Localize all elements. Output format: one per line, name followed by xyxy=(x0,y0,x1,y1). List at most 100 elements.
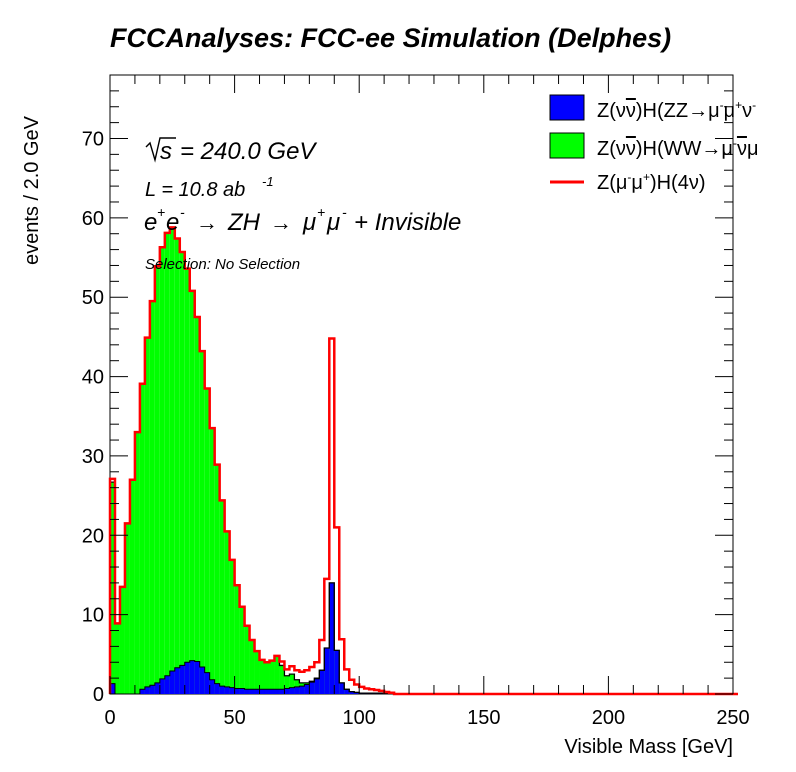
ww-bin-bar xyxy=(254,651,260,694)
process-mu2: μ xyxy=(326,209,340,236)
ww-bin-bar xyxy=(149,301,155,694)
zz-bin-bar xyxy=(289,687,295,694)
zz-bin-bar xyxy=(149,685,155,694)
ww-bin-bar xyxy=(244,625,250,694)
zz-bin-bar xyxy=(110,683,115,694)
ww-bin-bar xyxy=(144,337,150,694)
zz-bin-bar xyxy=(264,689,270,694)
y-tick-label: 30 xyxy=(82,446,104,468)
zz-bin-bar xyxy=(239,688,245,694)
y-tick-label: 50 xyxy=(82,287,104,309)
process-mu1-sup: + xyxy=(317,204,325,220)
histogram-layer xyxy=(108,226,738,696)
chart-title: FCCAnalyses: FCC-ee Simulation (Delphes) xyxy=(110,23,671,53)
process-annotation: e + e - → ZH → μ + μ - + Invisible xyxy=(144,204,461,236)
zz-bin-bar xyxy=(139,689,145,694)
ww-bin-bar xyxy=(234,585,240,694)
luminosity-text: L = 10.8 ab xyxy=(145,179,245,201)
process-zh: ZH xyxy=(227,209,261,236)
sqrt-s-annotation: s = 240.0 GeV xyxy=(145,137,317,165)
ww-bin-bar xyxy=(119,586,125,694)
process-e1-sup: + xyxy=(157,204,165,220)
ww-bin-bar xyxy=(154,266,160,694)
legend-entry-zmumu: Z(μ-μ+)H(4ν) xyxy=(550,170,706,194)
ww-bin-bar xyxy=(139,383,145,694)
zz-bin-bar xyxy=(194,661,200,694)
zz-bin-bar xyxy=(339,682,345,694)
zz-bin-bar xyxy=(214,683,220,694)
axes-layer: 0 50 100 150 200 250 0 10 20 30 40 50 60 70 xyxy=(82,74,750,729)
zz-bin-bar xyxy=(209,679,215,694)
y-tick-label: 10 xyxy=(82,605,104,627)
zz-bin-bar xyxy=(199,667,205,694)
sqrt-s-value: = 240.0 GeV xyxy=(180,138,317,165)
ww-bin-bar xyxy=(159,247,165,694)
y-tick-label: 40 xyxy=(82,367,104,389)
x-tick-label: 200 xyxy=(592,707,625,729)
ww-bin-bar xyxy=(284,675,290,694)
process-arrow-1: → xyxy=(196,210,218,235)
zz-bin-bar xyxy=(244,689,250,694)
process-e2: e xyxy=(166,209,179,236)
legend-swatch-zz xyxy=(549,94,585,121)
process-arrow-2: → xyxy=(270,210,292,235)
ww-bin-bar xyxy=(224,531,230,694)
ww-bin-bar xyxy=(269,660,275,694)
y-tick-label: 20 xyxy=(82,525,104,547)
y-tick-label: 60 xyxy=(82,208,104,230)
legend-swatch-ww xyxy=(549,132,585,159)
legend-label-zz: Z(νν)H(ZZ→μ-μ+ν- xyxy=(597,98,756,122)
x-tick-label: 250 xyxy=(716,707,749,729)
zz-bin-bar xyxy=(324,647,330,694)
zz-bin-bar xyxy=(354,692,360,694)
x-tick-label: 100 xyxy=(343,707,376,729)
selection-annotation: Selection: No Selection xyxy=(145,256,300,273)
ww-bin-bar xyxy=(189,290,195,694)
x-axis-label: Visible Mass [GeV] xyxy=(564,736,733,758)
ww-bin-bar xyxy=(110,482,115,694)
process-mu2-sup: - xyxy=(342,204,347,220)
ww-bin-bar xyxy=(179,251,185,694)
zz-bin-bar xyxy=(279,689,285,694)
zz-bin-bar xyxy=(349,691,355,694)
legend: Z(νν)H(ZZ→μ-μ+ν- Z(νν)H(WW→μ-νμ Z(μ-μ+)H… xyxy=(549,94,758,194)
zz-bin-bar xyxy=(319,670,325,694)
ww-bin-bar xyxy=(279,665,285,694)
zz-bin-bar xyxy=(304,684,310,694)
zz-bin-bar xyxy=(254,689,260,694)
ww-bin-bar xyxy=(194,317,200,694)
ww-bin-bar xyxy=(124,523,130,694)
zz-bin-bar xyxy=(344,689,350,694)
ww-bin-bar xyxy=(174,238,180,694)
x-tick-label: 0 xyxy=(104,707,115,729)
legend-label-ww: Z(νν)H(WW→μ-νμ xyxy=(597,136,758,160)
ww-bin-bar xyxy=(209,428,215,694)
zz-bin-bar xyxy=(189,660,195,694)
y-tick-label: 70 xyxy=(82,128,104,150)
zz-bin-bar xyxy=(274,689,280,694)
zz-bin-bar xyxy=(224,686,230,694)
zz-bin-bar xyxy=(174,667,180,694)
zz-bin-bar xyxy=(269,689,275,694)
zz-bin-bar xyxy=(259,689,265,694)
y-axis-label: events / 2.0 GeV xyxy=(21,115,43,265)
ww-bin-bar xyxy=(214,464,220,694)
ww-bin-bar xyxy=(114,623,120,694)
zz-bin-bar xyxy=(229,687,235,694)
ww-bin-bar xyxy=(264,662,270,694)
zz-bin-bar xyxy=(294,686,300,694)
ww-bin-bar xyxy=(259,659,265,694)
zz-bin-bar xyxy=(284,688,290,694)
process-e1: e xyxy=(144,209,157,236)
y-tick-label: 0 xyxy=(93,684,104,706)
ww-bin-bar xyxy=(169,227,175,694)
signal-line xyxy=(108,226,738,696)
zz-bin-bar xyxy=(184,662,190,694)
zz-bin-bar xyxy=(179,665,185,694)
zz-bin-bar xyxy=(299,686,305,694)
process-e2-sup: - xyxy=(180,204,185,220)
process-mu1: μ xyxy=(302,209,316,236)
zz-bin-bar xyxy=(204,672,210,694)
